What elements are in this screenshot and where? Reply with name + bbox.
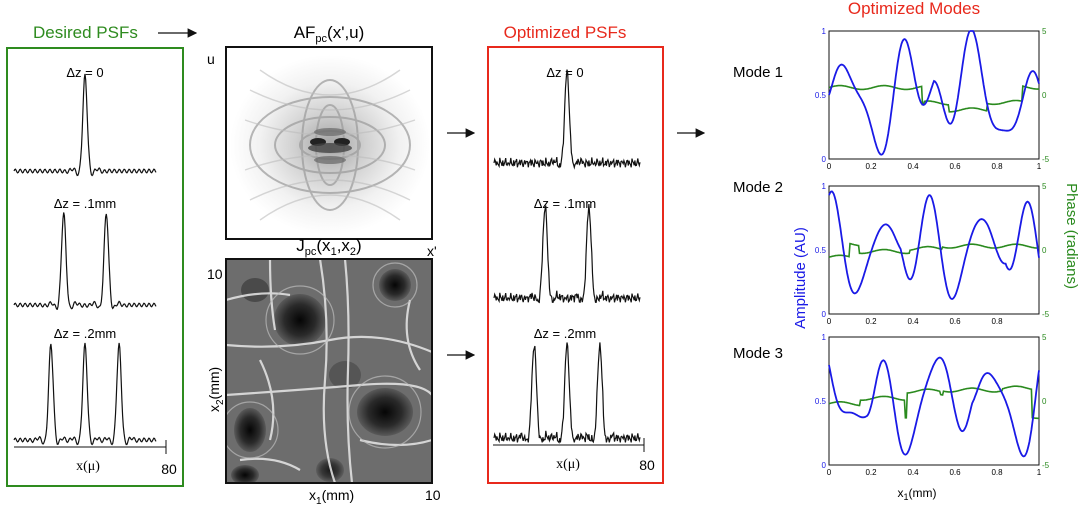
desired-panel-label-2: Δz = .2mm	[54, 326, 117, 341]
mode-1-x-tick: 0	[827, 162, 832, 171]
modes-title: Optimized Modes	[848, 0, 980, 18]
optimized-panel-label-1: Δz = .1mm	[534, 196, 597, 211]
mode-3-x-tick: 0	[827, 468, 832, 477]
desired-panel-label-0: Δz = 0	[66, 65, 103, 80]
mode-3-phase-tick: -5	[1042, 461, 1050, 470]
optimized-psf-curve-1	[493, 203, 641, 304]
mode-2-phase-curve	[828, 242, 1039, 258]
mode-3-phase-tick: 0	[1042, 397, 1047, 406]
mode-1-x-tick: 1	[1037, 162, 1042, 171]
mode-3-x-tick: 0.8	[991, 468, 1003, 477]
af-title: AFpc(x',u)	[294, 23, 365, 45]
mode-1-phase-tick: 0	[1042, 91, 1047, 100]
optimized-panel-label-0: Δz = 0	[546, 65, 583, 80]
desired-frame	[6, 47, 184, 487]
optimized-psf-curve-0	[493, 69, 641, 170]
mode-2-x-tick: 0.6	[949, 317, 961, 326]
mode-3-x-tick: 1	[1037, 468, 1042, 477]
mode-1-amplitude-curve	[828, 30, 1040, 156]
desired-psf-curve-1	[13, 212, 157, 310]
mode-2-phase-tick: 5	[1042, 182, 1047, 191]
mode-2-amplitude-curve	[828, 190, 1040, 300]
mode-2-phase-tick: 0	[1042, 246, 1047, 255]
mode-name-3: Mode 3	[733, 345, 783, 362]
modes-plots: Mode 1 1 0.5 0 5 0 -5 0 0.2 0.4 0.6 0.8 1 Mode 2 1 0.5 0…	[733, 27, 1050, 477]
mode-1-x-tick: 0.2	[865, 162, 877, 171]
optimized-panel-label-2: Δz = .2mm	[534, 326, 597, 341]
af-xlabel: x'	[427, 243, 437, 259]
j-frame	[225, 258, 433, 484]
af-ambiguity-image	[226, 47, 432, 239]
mode-name-2: Mode 2	[733, 179, 783, 196]
desired-psf-curve-2	[13, 342, 157, 446]
mode-3-phase-tick: 5	[1042, 333, 1047, 342]
mode-3-phase-curve	[828, 385, 1039, 420]
mode-2-phase-tick: -5	[1042, 310, 1050, 319]
desired-x-axis-max: 80	[161, 461, 177, 477]
mode-2-x-tick: 0.8	[991, 317, 1003, 326]
mode-2-amp-tick: 0.5	[815, 246, 827, 255]
optimized-x-axis-label: x(μ)	[556, 457, 580, 472]
phase-axis-label: Phase (radians)	[1063, 183, 1079, 289]
optimized-frame	[487, 46, 664, 484]
mode-2-amp-tick: 1	[822, 182, 827, 191]
j-title: Jpc(x1,x2)	[296, 236, 361, 258]
mode-1-phase-tick: 5	[1042, 27, 1047, 36]
mode-1-amp-tick: 0.5	[815, 91, 827, 100]
mode-2-x-tick: 0.2	[865, 317, 877, 326]
af-frame	[225, 46, 433, 240]
desired-psf-panels: Δz = 0 Δz = .1mm Δz = .2mm	[13, 65, 157, 446]
j-coherence-image	[226, 259, 432, 483]
mode-3-amp-tick: 1	[822, 333, 827, 342]
mode-1-phase-tick: -5	[1042, 155, 1050, 164]
mode-2-amp-tick: 0	[822, 310, 827, 319]
desired-panel-label-1: Δz = .1mm	[54, 196, 117, 211]
optimized-title: Optimized PSFs	[504, 23, 627, 42]
j-ytick: 10	[207, 266, 223, 282]
af-ylabel: u	[207, 51, 215, 67]
j-xlabel: x1(mm)	[309, 487, 354, 507]
j-xtick: 10	[425, 487, 441, 503]
mode-plot-frame-1	[828, 30, 1040, 160]
optimized-x-axis-max: 80	[639, 457, 655, 473]
mode-1-phase-curve	[828, 84, 1039, 113]
mode-1-amp-tick: 0	[822, 155, 827, 164]
mode-3-amp-tick: 0.5	[815, 397, 827, 406]
optimized-psf-curve-2	[493, 342, 641, 444]
mode-3-amp-tick: 0	[822, 461, 827, 470]
mode-3-amplitude-curve	[828, 356, 1040, 458]
mode-1-amp-tick: 1	[822, 27, 827, 36]
mode-3-x-tick: 0.6	[949, 468, 961, 477]
desired-title: Desired PSFs	[33, 23, 138, 42]
mode-1-x-tick: 0.8	[991, 162, 1003, 171]
mode-name-1: Mode 1	[733, 64, 783, 81]
amplitude-axis-label: Amplitude (AU)	[792, 227, 809, 329]
mode-2-x-tick: 0	[827, 317, 832, 326]
mode-1-x-tick: 0.6	[949, 162, 961, 171]
mode-3-x-tick: 0.2	[865, 468, 877, 477]
mode-1-x-tick: 0.4	[907, 162, 919, 171]
modes-xlabel: x1(mm)	[898, 486, 937, 502]
mode-2-x-tick: 0.4	[907, 317, 919, 326]
desired-psf-curve-0	[13, 73, 157, 177]
desired-x-axis-label: x(μ)	[76, 459, 100, 474]
optimized-psf-panels: Δz = 0 Δz = .1mm Δz = .2mm	[493, 65, 641, 444]
j-ylabel: x2(mm)	[206, 367, 226, 412]
mode-3-x-tick: 0.4	[907, 468, 919, 477]
mode-plot-frame-3	[828, 336, 1040, 466]
